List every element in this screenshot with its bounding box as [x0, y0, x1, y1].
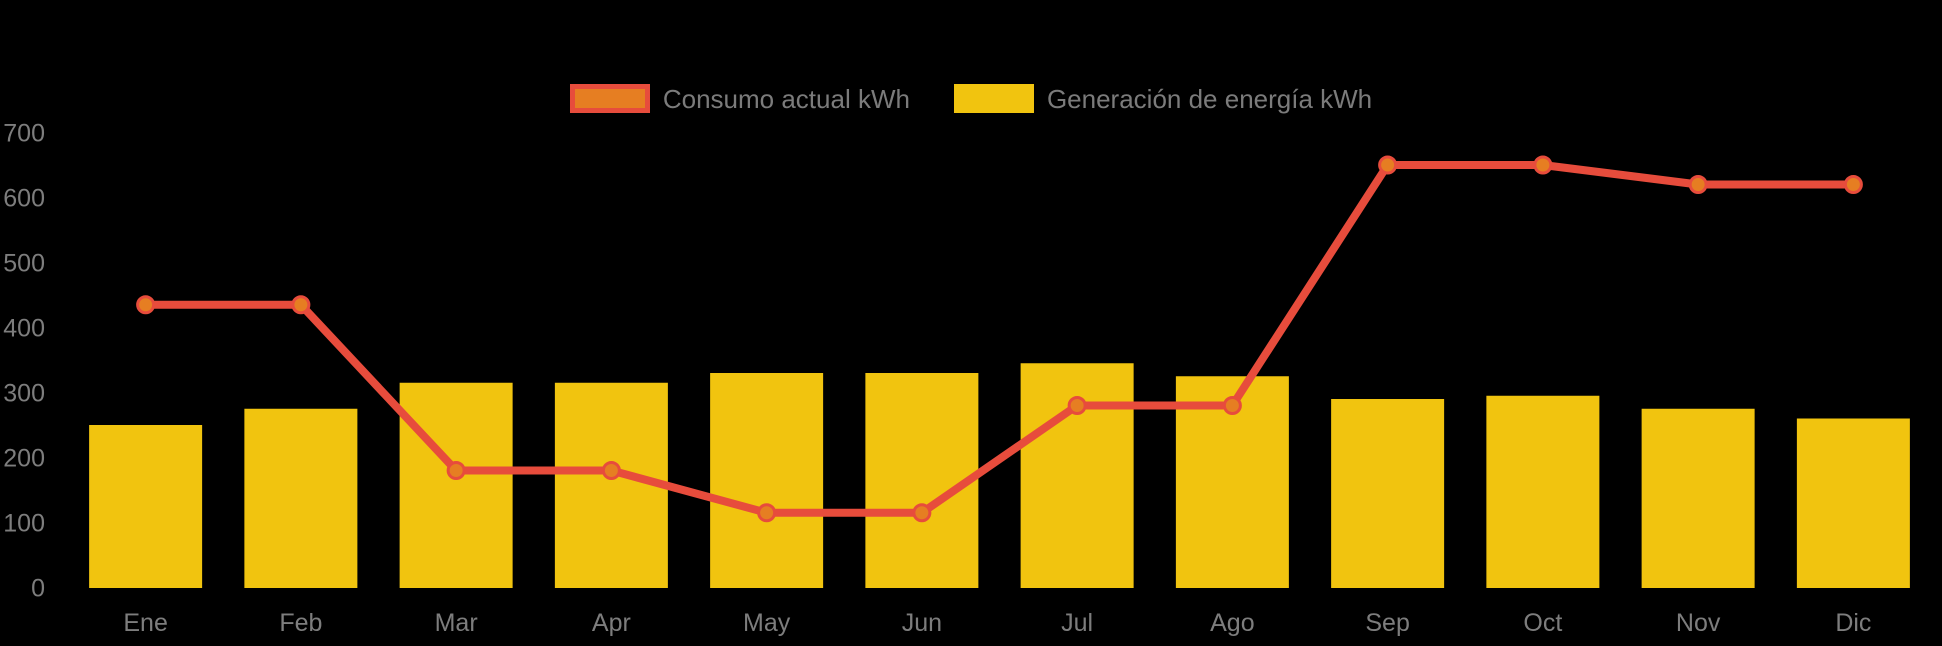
line-point-jul[interactable]	[1067, 396, 1087, 415]
bar-ene[interactable]	[89, 425, 203, 588]
y-tick-label: 0	[31, 575, 45, 603]
legend-label-consumption: Consumo actual kWh	[662, 83, 910, 114]
y-tick-label: 500	[3, 250, 45, 278]
line-point-jun[interactable]	[912, 503, 932, 523]
line-point-apr[interactable]	[601, 461, 621, 480]
x-tick-label: Dic	[1835, 609, 1871, 637]
line-point-dic[interactable]	[1843, 175, 1863, 194]
x-tick-label: Feb	[279, 609, 322, 637]
y-tick-label: 400	[3, 315, 45, 343]
x-axis-labels: Ene Feb Mar Apr May Jun Jul Ago Sep Oct Nov Dic	[123, 609, 1871, 637]
consumption-line-layer	[141, 161, 1858, 517]
x-tick-label: Jul	[1061, 609, 1093, 637]
bar-feb[interactable]	[244, 408, 358, 588]
x-tick-label: Sep	[1365, 609, 1409, 637]
line-point-may[interactable]	[757, 503, 777, 523]
line-point-ago[interactable]	[1222, 396, 1242, 415]
bar-nov[interactable]	[1641, 408, 1755, 588]
y-tick-label: 200	[3, 445, 45, 473]
bar-dic[interactable]	[1796, 418, 1910, 589]
line-point-nov[interactable]	[1688, 175, 1708, 194]
y-tick-label: 100	[3, 510, 45, 538]
bar-oct[interactable]	[1486, 395, 1600, 588]
y-tick-label: 300	[3, 380, 45, 408]
bar-sep[interactable]	[1331, 399, 1445, 588]
line-point-oct[interactable]	[1533, 155, 1553, 175]
y-tick-label: 700	[3, 120, 45, 148]
x-tick-label: Ene	[123, 609, 167, 637]
x-tick-label: May	[743, 609, 791, 637]
x-tick-label: Jun	[902, 609, 942, 637]
consumption-swatch-icon	[569, 84, 650, 113]
line-point-feb[interactable]	[291, 295, 311, 315]
bar-mar[interactable]	[399, 382, 513, 588]
y-axis-labels: 0 100 200 300 400 500 600 700	[3, 120, 45, 603]
bar-may[interactable]	[710, 373, 824, 588]
x-tick-label: Apr	[592, 609, 631, 637]
chart-legend: Consumo actual kWh Generación de energía…	[0, 84, 1942, 113]
line-point-sep[interactable]	[1378, 155, 1398, 175]
x-tick-label: Oct	[1523, 609, 1562, 637]
bar-jun[interactable]	[865, 373, 979, 588]
line-point-ene[interactable]	[136, 295, 156, 315]
line-point-mar[interactable]	[446, 461, 466, 480]
x-tick-label: Nov	[1676, 609, 1721, 637]
consumption-line	[141, 161, 1858, 517]
consumption-points	[136, 155, 1863, 523]
legend-item-consumption[interactable]: Consumo actual kWh	[569, 83, 910, 114]
y-tick-label: 600	[3, 185, 45, 213]
bar-apr[interactable]	[554, 382, 668, 588]
generation-swatch-icon	[953, 84, 1034, 113]
generation-bars	[89, 363, 1910, 588]
legend-label-generation: Generación de energía kWh	[1046, 83, 1373, 114]
legend-item-generation[interactable]: Generación de energía kWh	[953, 83, 1373, 114]
x-tick-label: Ago	[1210, 609, 1254, 637]
x-tick-label: Mar	[435, 609, 478, 637]
